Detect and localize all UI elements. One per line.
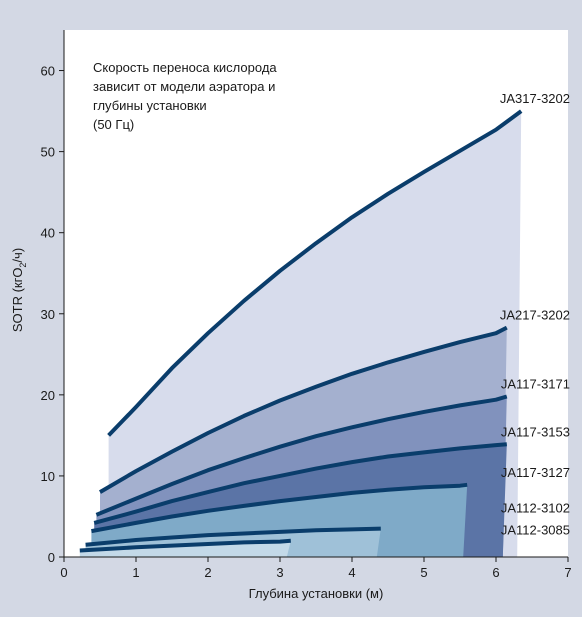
line-ja317-3202 (107, 109, 523, 437)
series-label-ja117-3127: JA117-3127 (501, 465, 570, 480)
series-label-ja112-3102: JA112-3102 (501, 500, 570, 515)
y-axis-label: SOTR (кгО2/ч) (10, 248, 28, 332)
x-tick-label: 5 (420, 565, 427, 580)
series-label-ja117-3153: JA117-3153 (501, 424, 570, 439)
series-label-ja317-3202: JA317-3202 (500, 91, 570, 106)
line-ja112-3102 (85, 526, 381, 547)
x-tick-label: 6 (492, 565, 499, 580)
annotation-line-2: зависит от модели аэратора и (93, 79, 275, 94)
line-ja117-3153 (93, 442, 507, 525)
x-tick-label: 3 (276, 565, 283, 580)
series-areas (79, 111, 522, 557)
series-label-ja117-3171: JA117-3171 (501, 377, 570, 392)
x-tick-label: 1 (132, 565, 139, 580)
area-ja112-3085 (79, 540, 291, 557)
line-ja217-3202 (98, 325, 508, 494)
axes: 0 1 2 3 4 5 6 7 0 10 20 30 40 50 60 (41, 30, 572, 580)
series-label-ja112-3085: JA112-3085 (501, 522, 570, 537)
series-lines (79, 109, 523, 553)
x-axis-label: Глубина установки (м) (249, 586, 384, 601)
series-label-ja217-3202: JA217-3202 (500, 308, 570, 323)
y-tick-label: 0 (48, 550, 55, 565)
y-tick-label: 40 (41, 226, 55, 241)
x-tick-label: 4 (348, 565, 355, 580)
y-tick-label: 30 (41, 307, 55, 322)
y-tick-label: 60 (41, 64, 55, 79)
y-tick-label: 20 (41, 388, 55, 403)
line-ja112-3085 (79, 538, 291, 553)
annotation-note: Скорость переноса кислорода зависит от м… (93, 60, 277, 132)
line-ja117-3127 (91, 482, 468, 534)
x-tick-label: 0 (60, 565, 67, 580)
annotation-line-1: Скорость переноса кислорода (93, 60, 277, 75)
x-tick-label: 7 (564, 565, 571, 580)
y-tick-label: 10 (41, 469, 55, 484)
annotation-line-4: (50 Гц) (93, 117, 134, 132)
annotation-line-3: глубины установки (93, 98, 207, 113)
x-tick-label: 2 (204, 565, 211, 580)
y-tick-label: 50 (41, 145, 55, 160)
series-labels: JA317-3202 JA217-3202 JA117-3171 JA117-3153… (500, 91, 570, 537)
line-ja117-3171 (95, 394, 508, 517)
